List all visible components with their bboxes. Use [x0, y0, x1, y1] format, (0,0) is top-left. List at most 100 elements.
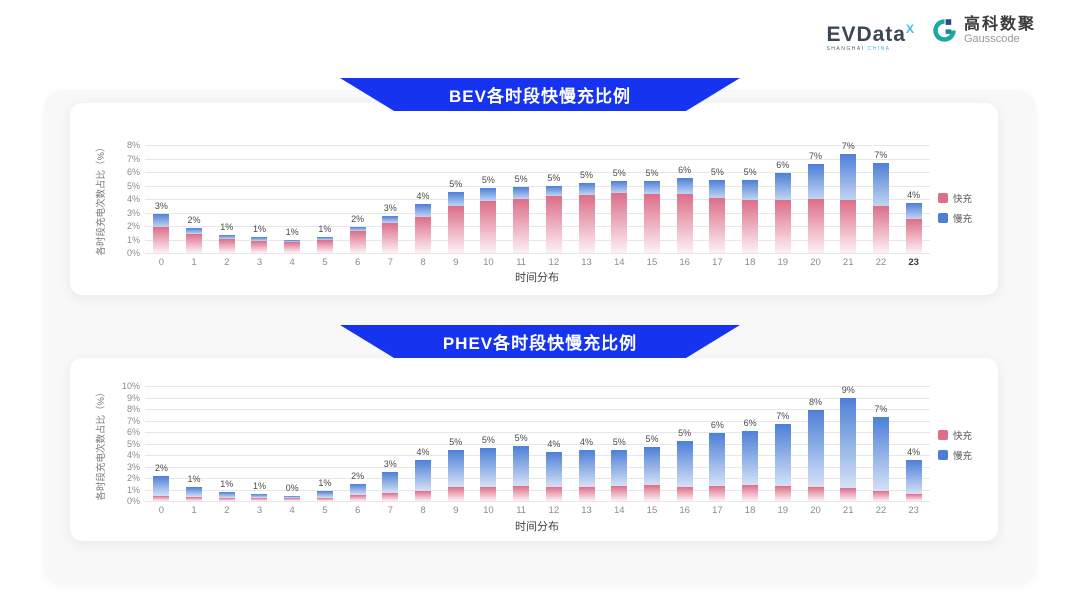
- bar-segment-slow[interactable]: [480, 188, 497, 202]
- bar-hour-16[interactable]: [676, 441, 693, 501]
- bar-segment-slow[interactable]: [349, 227, 366, 232]
- bar-segment-fast[interactable]: [709, 198, 726, 253]
- bar-segment-slow[interactable]: [316, 491, 333, 498]
- bar-segment-slow[interactable]: [611, 449, 628, 487]
- bar-segment-fast[interactable]: [480, 486, 497, 501]
- bar-segment-slow[interactable]: [447, 192, 464, 206]
- bar-hour-22[interactable]: [872, 417, 889, 501]
- bar-segment-fast[interactable]: [447, 205, 464, 253]
- bar-hour-18[interactable]: [742, 180, 759, 253]
- bar-hour-7[interactable]: [382, 215, 399, 253]
- bar-hour-16[interactable]: [676, 178, 693, 253]
- bar-segment-fast[interactable]: [382, 492, 399, 501]
- bar-hour-20[interactable]: [807, 163, 824, 253]
- bar-segment-slow[interactable]: [643, 446, 660, 485]
- legend-item-fast-charge[interactable]: 快充: [938, 191, 972, 205]
- bar-segment-fast[interactable]: [872, 205, 889, 253]
- bar-segment-fast[interactable]: [186, 234, 203, 253]
- bar-hour-11[interactable]: [513, 445, 530, 501]
- bar-hour-6[interactable]: [349, 227, 366, 253]
- bar-segment-slow[interactable]: [218, 235, 235, 240]
- bar-segment-slow[interactable]: [709, 433, 726, 487]
- bar-hour-17[interactable]: [709, 180, 726, 253]
- bar-segment-slow[interactable]: [774, 423, 791, 487]
- bar-segment-slow[interactable]: [447, 450, 464, 488]
- bar-segment-slow[interactable]: [905, 203, 922, 220]
- bar-segment-slow[interactable]: [382, 471, 399, 493]
- bar-segment-fast[interactable]: [218, 239, 235, 253]
- bar-segment-slow[interactable]: [545, 452, 562, 487]
- bar-segment-slow[interactable]: [709, 180, 726, 199]
- bar-segment-fast[interactable]: [905, 219, 922, 253]
- bar-hour-19[interactable]: [774, 172, 791, 253]
- legend-item-slow-charge[interactable]: 慢充: [938, 211, 972, 225]
- bar-hour-11[interactable]: [513, 186, 530, 253]
- bar-hour-0[interactable]: [153, 475, 170, 501]
- bar-hour-15[interactable]: [643, 181, 660, 253]
- bar-segment-slow[interactable]: [415, 459, 432, 492]
- bar-segment-fast[interactable]: [676, 486, 693, 501]
- bar-hour-12[interactable]: [545, 452, 562, 501]
- bar-segment-fast[interactable]: [349, 494, 366, 501]
- bar-segment-slow[interactable]: [676, 178, 693, 194]
- bar-segment-fast[interactable]: [251, 497, 268, 501]
- bar-segment-slow[interactable]: [349, 483, 366, 495]
- bar-segment-slow[interactable]: [153, 475, 170, 496]
- bar-hour-21[interactable]: [840, 154, 857, 253]
- bar-segment-fast[interactable]: [643, 484, 660, 501]
- bar-segment-slow[interactable]: [415, 204, 432, 217]
- bar-segment-fast[interactable]: [840, 488, 857, 501]
- bar-hour-8[interactable]: [415, 459, 432, 501]
- bar-hour-18[interactable]: [742, 430, 759, 501]
- bar-hour-5[interactable]: [316, 237, 333, 253]
- bar-segment-slow[interactable]: [513, 445, 530, 487]
- bar-segment-fast[interactable]: [153, 227, 170, 253]
- bar-segment-fast[interactable]: [611, 192, 628, 253]
- bar-hour-0[interactable]: [153, 213, 170, 253]
- bar-segment-slow[interactable]: [774, 172, 791, 200]
- bar-hour-9[interactable]: [447, 450, 464, 501]
- bar-segment-fast[interactable]: [415, 491, 432, 501]
- bar-hour-21[interactable]: [840, 398, 857, 501]
- bar-hour-23[interactable]: [905, 203, 922, 253]
- bar-segment-slow[interactable]: [872, 417, 889, 491]
- bar-segment-fast[interactable]: [153, 495, 170, 501]
- bar-hour-7[interactable]: [382, 471, 399, 501]
- legend-item-slow-charge[interactable]: 慢充: [938, 448, 972, 462]
- bar-segment-fast[interactable]: [513, 486, 530, 501]
- bar-segment-fast[interactable]: [905, 494, 922, 501]
- bar-segment-slow[interactable]: [840, 398, 857, 489]
- bar-hour-10[interactable]: [480, 188, 497, 253]
- bar-hour-22[interactable]: [872, 162, 889, 253]
- bar-segment-fast[interactable]: [872, 490, 889, 501]
- bar-segment-fast[interactable]: [807, 198, 824, 253]
- bar-hour-2[interactable]: [218, 235, 235, 253]
- bar-segment-slow[interactable]: [186, 228, 203, 235]
- bar-segment-slow[interactable]: [742, 180, 759, 200]
- bar-hour-12[interactable]: [545, 185, 562, 253]
- bar-hour-3[interactable]: [251, 237, 268, 253]
- bar-segment-fast[interactable]: [447, 487, 464, 501]
- bar-segment-fast[interactable]: [578, 486, 595, 501]
- bar-segment-fast[interactable]: [480, 201, 497, 253]
- bar-hour-4[interactable]: [284, 240, 301, 253]
- bar-hour-20[interactable]: [807, 409, 824, 501]
- bar-hour-8[interactable]: [415, 204, 432, 253]
- bar-hour-1[interactable]: [186, 228, 203, 253]
- bar-segment-slow[interactable]: [284, 240, 301, 242]
- bar-segment-fast[interactable]: [807, 487, 824, 501]
- bar-segment-slow[interactable]: [643, 181, 660, 194]
- bar-segment-fast[interactable]: [349, 231, 366, 253]
- bar-hour-10[interactable]: [480, 448, 497, 501]
- bar-segment-fast[interactable]: [709, 486, 726, 501]
- bar-segment-fast[interactable]: [774, 199, 791, 253]
- bar-segment-slow[interactable]: [251, 494, 268, 498]
- bar-segment-slow[interactable]: [807, 163, 824, 199]
- bar-segment-fast[interactable]: [284, 498, 301, 501]
- bar-segment-fast[interactable]: [415, 216, 432, 253]
- bar-hour-5[interactable]: [316, 491, 333, 501]
- bar-segment-fast[interactable]: [251, 240, 268, 253]
- bar-segment-slow[interactable]: [905, 460, 922, 495]
- bar-segment-slow[interactable]: [251, 237, 268, 241]
- bar-segment-fast[interactable]: [513, 198, 530, 253]
